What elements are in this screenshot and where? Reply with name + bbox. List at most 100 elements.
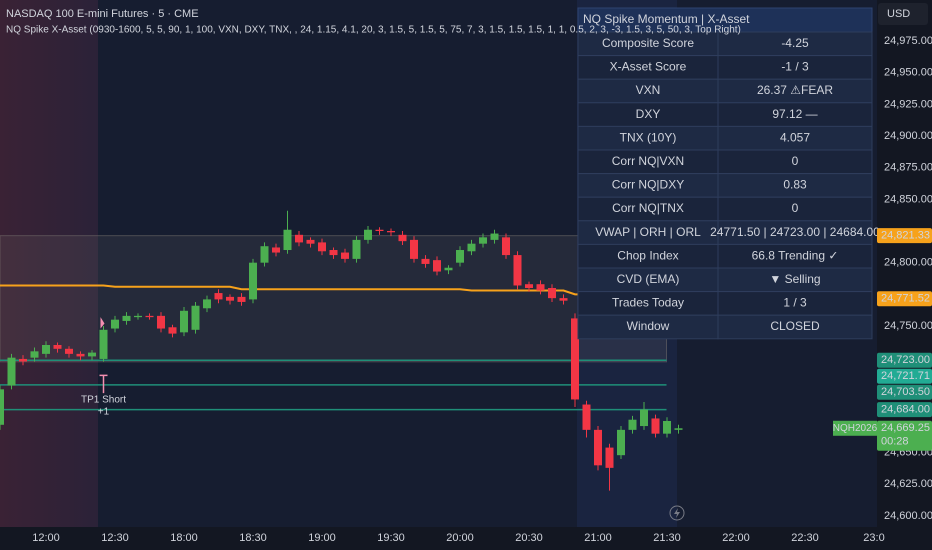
x-tick-label: 12:00 — [32, 532, 60, 544]
price-label: 24,721.71 — [881, 370, 930, 382]
candle-body — [19, 358, 27, 362]
candle-body — [226, 296, 234, 301]
candle-body — [594, 429, 602, 466]
price-axis — [877, 0, 932, 550]
candle-body — [663, 420, 671, 434]
price-label: 24,821.33 — [881, 230, 930, 242]
table-value: CLOSED — [770, 319, 820, 333]
table-label: Corr NQ|VXN — [612, 154, 684, 168]
candle-body — [180, 310, 188, 333]
x-tick-label: 18:30 — [239, 532, 267, 544]
candle-body — [433, 260, 441, 272]
table-title: NQ Spike Momentum | X-Asset — [583, 12, 750, 26]
y-tick-label: 24,750.00 — [884, 320, 932, 332]
candle-body — [387, 231, 395, 233]
candle-body — [7, 357, 16, 386]
table-value: 4.057 — [780, 130, 810, 144]
candle-body — [456, 250, 464, 263]
currency-button[interactable] — [878, 3, 928, 25]
x-tick-label: 20:30 — [515, 532, 543, 544]
table-label: Composite Score — [602, 36, 694, 50]
candle-body — [134, 315, 142, 318]
candle-body — [479, 237, 487, 244]
table-value: 66.8 Trending ✓ — [752, 248, 839, 262]
time-axis — [0, 527, 877, 550]
table-value: 97.12 — — [772, 107, 817, 121]
candle-body — [617, 429, 625, 456]
candle-body — [53, 345, 62, 349]
candle-body — [30, 351, 39, 358]
candle-body — [99, 329, 108, 359]
table-label: TNX (10Y) — [620, 130, 677, 144]
candle-body — [628, 419, 637, 430]
y-tick-label: 24,875.00 — [884, 162, 932, 174]
candle-body — [502, 237, 510, 256]
table-value: 24771.50 | 24723.00 | 24684.00 — [710, 225, 880, 239]
pre-session-shade — [0, 0, 98, 527]
candle-body — [513, 255, 522, 286]
candle-body — [674, 428, 683, 430]
signal-marker — [99, 374, 108, 394]
candle-body — [237, 296, 246, 302]
annotation: TP1 Short — [81, 395, 126, 406]
candle-body — [352, 239, 361, 259]
price-label: 24,684.00 — [881, 403, 930, 415]
candle-body — [444, 267, 453, 271]
price-label-bg — [877, 402, 932, 418]
annotation: +1 — [98, 407, 110, 418]
y-tick-label: 24,600.00 — [884, 510, 932, 522]
candle-body — [605, 447, 614, 468]
y-tick-label: 24,800.00 — [884, 257, 932, 269]
table-label: Corr NQ|DXY — [612, 178, 684, 192]
x-tick-label: 22:00 — [722, 532, 750, 544]
table-label: VWAP | ORH | ORL — [595, 225, 701, 239]
candle-body — [410, 239, 418, 259]
candle-body — [640, 409, 648, 427]
x-tick-label: 20:00 — [446, 532, 474, 544]
candle-body — [111, 319, 119, 329]
x-tick-label: 21:30 — [653, 532, 681, 544]
candle-body — [157, 315, 165, 329]
candle-body — [306, 239, 315, 244]
table-label: VXN — [636, 83, 661, 97]
price-label: 24,703.50 — [881, 386, 930, 398]
table-row-bg — [717, 314, 873, 340]
price-label: 24,771.52 — [881, 293, 930, 305]
candle-body — [571, 318, 579, 400]
candle-body — [467, 243, 476, 252]
x-tick-label: 12:30 — [101, 532, 129, 544]
vwap-line — [0, 284, 679, 300]
table-value: -1 / 3 — [781, 60, 809, 74]
x-tick-label: 23:0 — [863, 532, 884, 544]
candle-body — [341, 252, 349, 259]
currency-label[interactable]: USD — [887, 8, 910, 20]
candle-body — [272, 247, 280, 253]
table-value: 0 — [792, 154, 799, 168]
table-value: 0 — [792, 201, 799, 215]
symbol-label: NQH2026 — [833, 423, 878, 434]
candle-body — [122, 315, 131, 321]
layers: 12:00 12:30 18:00 18:30 19:00 19:30 20:00 20:30… — [0, 7, 885, 544]
table-value: 0.83 — [783, 178, 807, 192]
table-label: CVD (EMA) — [617, 272, 680, 286]
event-icon-bolt — [674, 508, 680, 518]
price-label-bg — [877, 384, 932, 400]
x-tick-label: 19:00 — [308, 532, 336, 544]
y-tick-label: 24,925.00 — [884, 98, 932, 110]
candle-body — [88, 352, 96, 357]
candle-body — [283, 229, 292, 251]
candle-body — [145, 315, 154, 318]
price-label-bg — [877, 368, 932, 384]
table-value: 1 / 3 — [783, 296, 807, 310]
event-icon[interactable] — [669, 505, 685, 521]
candle-body — [490, 233, 499, 240]
candle-body — [214, 293, 223, 300]
candle-body — [65, 348, 73, 354]
candle-body — [582, 404, 591, 430]
table-label: Corr NQ|TNX — [612, 201, 684, 215]
x-tick-label: 21:00 — [584, 532, 612, 544]
price-label-bg — [877, 420, 932, 451]
x-tick-label: 22:30 — [791, 532, 819, 544]
y-tick-label: 24,950.00 — [884, 67, 932, 79]
